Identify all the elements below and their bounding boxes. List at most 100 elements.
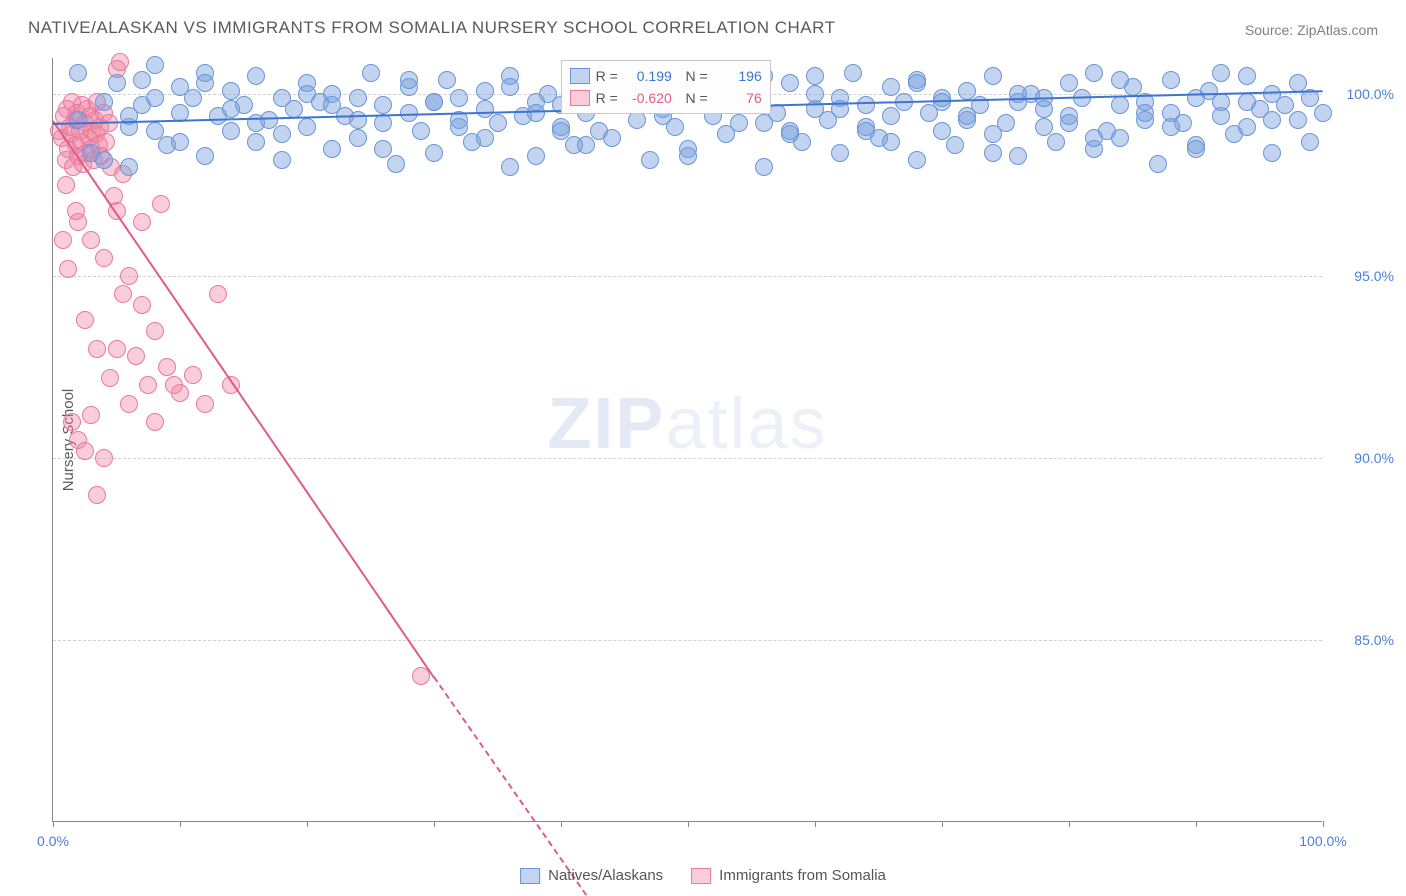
stats-n-value: 76 <box>714 87 762 109</box>
point-native <box>425 93 443 111</box>
point-native <box>755 114 773 132</box>
point-native <box>882 107 900 125</box>
point-native <box>1085 129 1103 147</box>
point-somalia <box>152 195 170 213</box>
point-native <box>1136 104 1154 122</box>
point-native <box>285 100 303 118</box>
point-native <box>146 89 164 107</box>
point-native <box>882 133 900 151</box>
point-somalia <box>120 267 138 285</box>
watermark: ZIPatlas <box>547 383 827 465</box>
point-native <box>323 96 341 114</box>
point-native <box>400 71 418 89</box>
point-somalia <box>139 376 157 394</box>
legend-item-native: Natives/Alaskans <box>520 867 663 884</box>
point-somalia <box>133 296 151 314</box>
x-tick <box>180 821 181 827</box>
point-native <box>1111 96 1129 114</box>
point-native <box>501 158 519 176</box>
x-tick <box>561 821 562 827</box>
swatch-pink <box>691 868 711 884</box>
point-native <box>933 122 951 140</box>
point-native <box>603 129 621 147</box>
point-native <box>69 111 87 129</box>
legend: Natives/Alaskans Immigrants from Somalia <box>520 867 886 884</box>
point-somalia <box>146 322 164 340</box>
source-attribution: Source: ZipAtlas.com <box>1245 22 1378 38</box>
x-tick <box>434 821 435 827</box>
point-native <box>1187 140 1205 158</box>
point-native <box>1085 64 1103 82</box>
point-native <box>1111 129 1129 147</box>
point-native <box>1238 93 1256 111</box>
point-native <box>641 151 659 169</box>
point-somalia <box>82 406 100 424</box>
point-native <box>1301 133 1319 151</box>
point-native <box>133 71 151 89</box>
stats-r-value: 0.199 <box>624 65 672 87</box>
point-native <box>984 67 1002 85</box>
point-native <box>400 104 418 122</box>
point-native <box>908 151 926 169</box>
point-native <box>387 155 405 173</box>
point-somalia <box>59 260 77 278</box>
point-somalia <box>82 231 100 249</box>
point-native <box>222 122 240 140</box>
legend-label: Natives/Alaskans <box>548 867 663 884</box>
stats-swatch <box>570 68 590 84</box>
x-tick <box>942 821 943 827</box>
point-somalia <box>101 369 119 387</box>
point-native <box>806 85 824 103</box>
point-native <box>908 74 926 92</box>
point-somalia <box>54 231 72 249</box>
point-native <box>501 78 519 96</box>
point-native <box>1162 118 1180 136</box>
point-native <box>1212 93 1230 111</box>
swatch-blue <box>520 868 540 884</box>
point-native <box>527 147 545 165</box>
gridline <box>53 276 1322 277</box>
point-somalia <box>111 53 129 71</box>
x-tick <box>1196 821 1197 827</box>
point-native <box>298 85 316 103</box>
stats-r-label: R = <box>596 65 618 87</box>
point-native <box>438 71 456 89</box>
point-native <box>374 114 392 132</box>
point-native <box>362 64 380 82</box>
point-native <box>196 74 214 92</box>
point-somalia <box>184 366 202 384</box>
point-native <box>222 82 240 100</box>
point-native <box>1276 96 1294 114</box>
point-native <box>552 122 570 140</box>
point-native <box>1149 155 1167 173</box>
x-tick <box>307 821 308 827</box>
point-native <box>1047 133 1065 151</box>
point-native <box>450 89 468 107</box>
point-native <box>1111 71 1129 89</box>
point-native <box>247 133 265 151</box>
scatter-chart: Nursery School ZIPatlas 85.0%90.0%95.0%1… <box>52 58 1322 822</box>
point-somalia <box>95 449 113 467</box>
x-tick-label: 0.0% <box>37 833 69 849</box>
point-native <box>882 78 900 96</box>
x-tick-label: 100.0% <box>1299 833 1346 849</box>
point-native <box>476 82 494 100</box>
point-native <box>349 89 367 107</box>
point-native <box>95 93 113 111</box>
point-native <box>412 122 430 140</box>
x-tick <box>688 821 689 827</box>
point-native <box>781 125 799 143</box>
point-native <box>273 125 291 143</box>
x-tick <box>815 821 816 827</box>
point-somalia <box>88 340 106 358</box>
point-native <box>1238 67 1256 85</box>
point-native <box>679 147 697 165</box>
point-native <box>997 114 1015 132</box>
point-native <box>476 100 494 118</box>
trendline-dash-somalia <box>433 677 587 896</box>
point-native <box>1035 118 1053 136</box>
stats-n-label: N = <box>678 87 708 109</box>
point-native <box>755 158 773 176</box>
point-native <box>69 64 87 82</box>
stats-n-value: 196 <box>714 65 762 87</box>
